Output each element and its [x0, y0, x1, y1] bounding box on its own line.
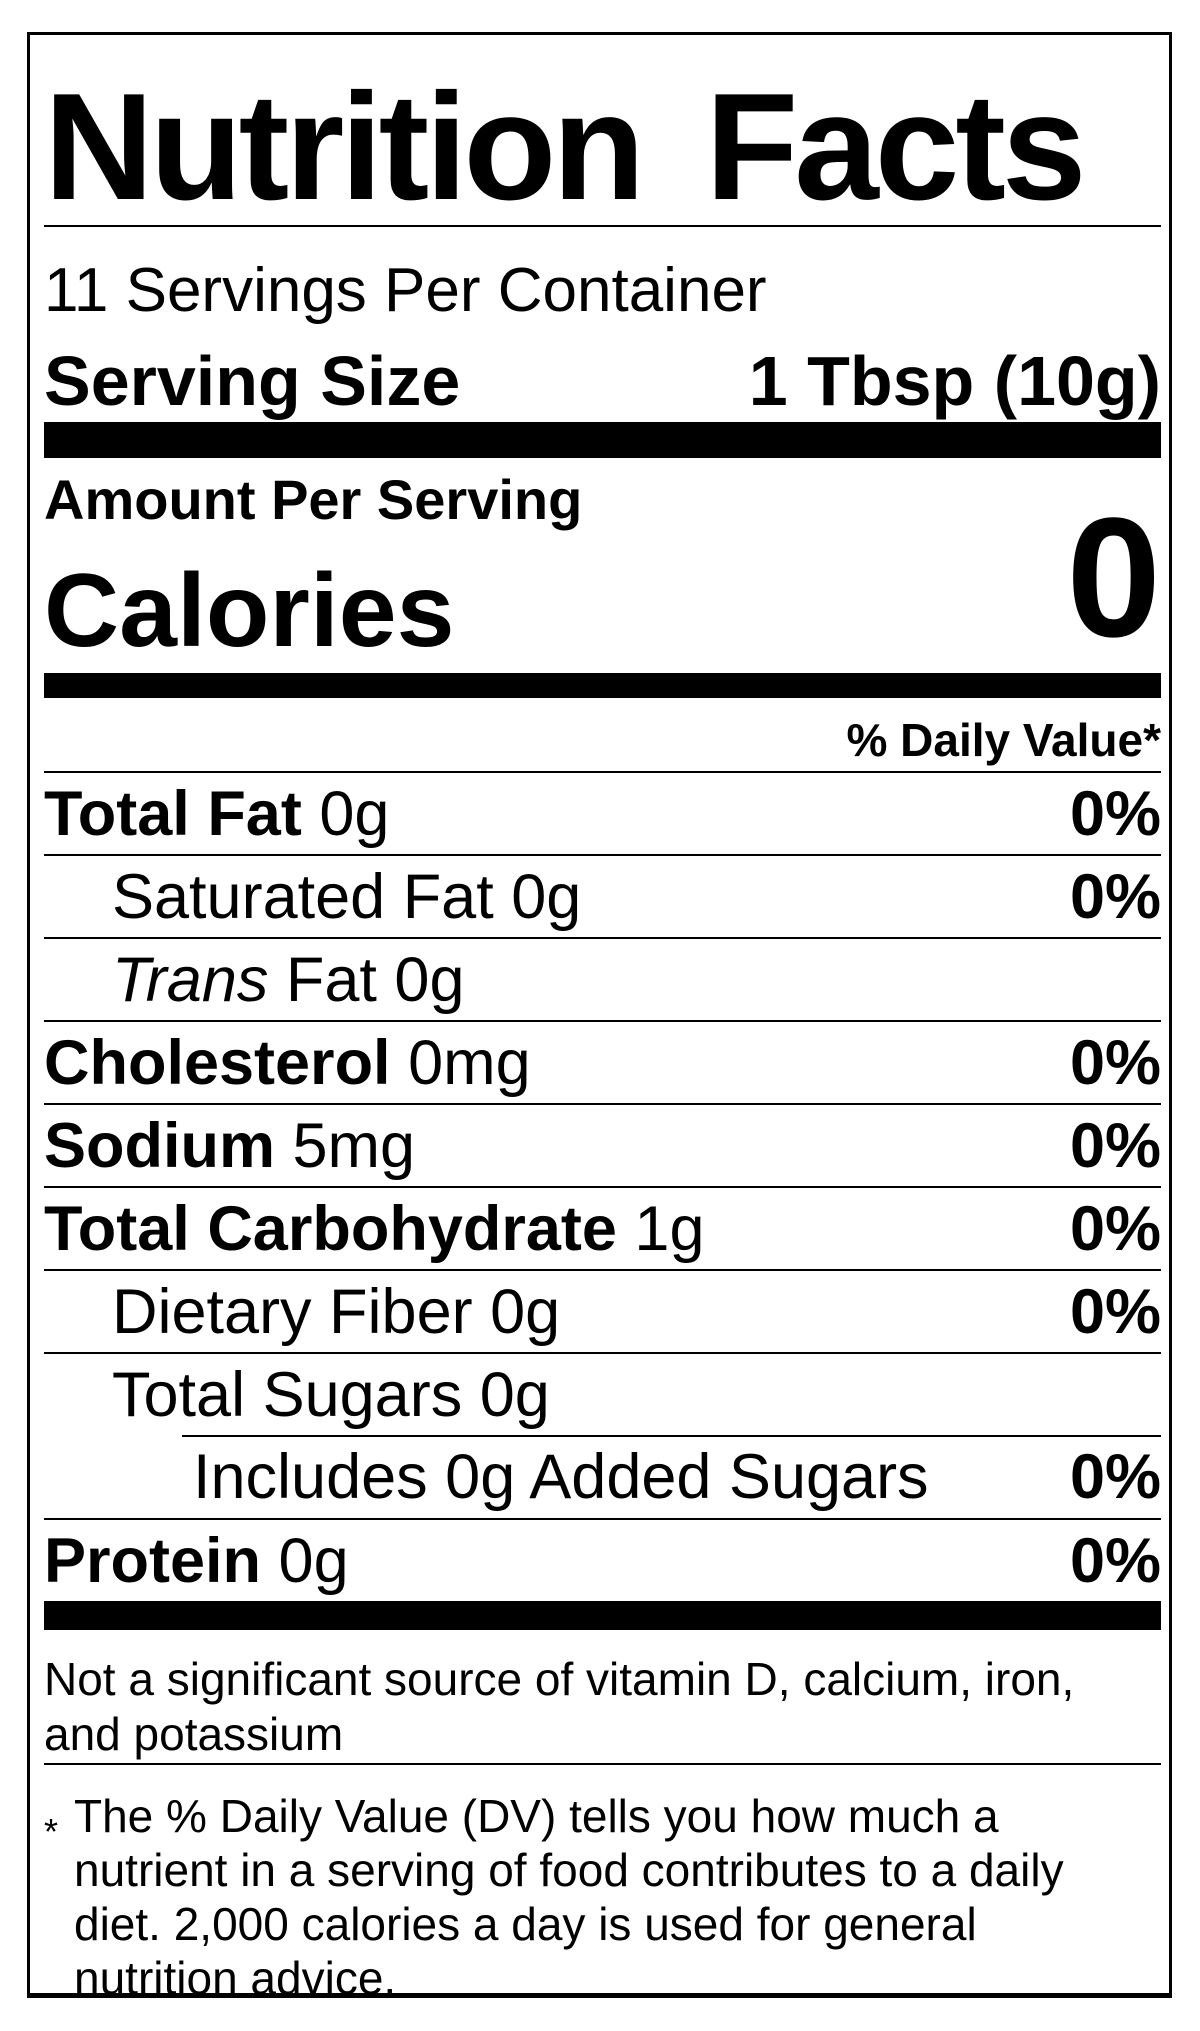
servings-per-container: 11 Servings Per Container [44, 256, 767, 325]
sodium-dv: 0% [1069, 1110, 1161, 1181]
nutrient-row-sodium: Sodium 5mg 0% [44, 1103, 1161, 1186]
added-sugars-dv: 0% [1069, 1441, 1161, 1512]
inset-divider [182, 1435, 1161, 1437]
serving-size-value: 1 Tbsp (10g) [748, 342, 1161, 420]
dietary-fiber-dv: 0% [1069, 1276, 1161, 1347]
nutrient-row-protein: Protein 0g 0% [44, 1518, 1161, 1601]
calories-row: Calories 0 [44, 493, 1161, 673]
cholesterol-dv: 0% [1069, 1027, 1161, 1098]
nutrient-row-dietary-fiber: Dietary Fiber 0g 0% [44, 1269, 1161, 1352]
nutrient-row-saturated-fat: Saturated Fat 0g 0% [44, 854, 1161, 937]
total-fat-dv: 0% [1069, 778, 1161, 849]
saturated-fat-dv: 0% [1069, 861, 1161, 932]
medium-separator-bar [44, 673, 1161, 698]
protein-dv: 0% [1069, 1525, 1161, 1596]
nutrient-row-total-fat: Total Fat 0g 0% [44, 771, 1161, 854]
amount-per-serving-label: Amount Per Serving [44, 468, 583, 531]
daily-value-header: % Daily Value* [846, 713, 1162, 766]
nutrient-row-added-sugars: Includes 0g Added Sugars 0% [44, 1435, 1161, 1518]
nutrient-row-total-sugars: Total Sugars 0g [44, 1352, 1161, 1435]
thick-separator-bar [44, 422, 1161, 458]
title-divider [44, 225, 1161, 227]
nutrient-row-cholesterol: Cholesterol 0mg 0% [44, 1020, 1161, 1103]
not-significant-note: Not a significant source of vitamin D, c… [44, 1630, 1161, 1765]
calories-label: Calories [44, 553, 455, 669]
serving-size-row: Serving Size 1 Tbsp (10g) [44, 340, 1161, 422]
bottom-separator-bar [44, 1601, 1161, 1630]
daily-value-footnote: * The % Daily Value (DV) tells you how m… [44, 1765, 1139, 2005]
nutrition-facts-label: Nutrition Facts 11 Servings Per Containe… [27, 32, 1172, 2004]
label-title: Nutrition Facts [44, 62, 1086, 232]
nutrient-row-trans-fat: Trans Fat 0g [44, 937, 1161, 1020]
footnote-asterisk: * [44, 1811, 59, 1852]
footnote-text: The % Daily Value (DV) tells you how muc… [74, 1790, 1064, 2004]
total-carbohydrate-dv: 0% [1069, 1193, 1161, 1264]
serving-size-label: Serving Size [44, 342, 461, 420]
calories-value: 0 [1066, 483, 1161, 673]
nutrient-row-total-carbohydrate: Total Carbohydrate 1g 0% [44, 1186, 1161, 1269]
